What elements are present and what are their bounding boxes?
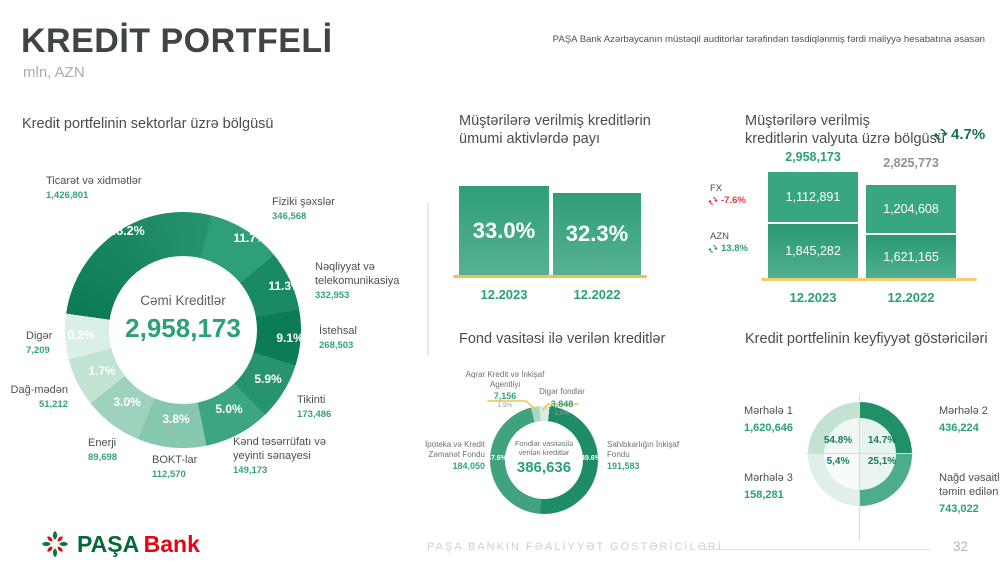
azn-label: AZN (710, 231, 729, 242)
sectors-center-value: 2,958,173 (125, 312, 241, 343)
funds-connector-lines (487, 400, 579, 411)
fx-change: -7.6% (721, 195, 746, 206)
currency-baseline (761, 278, 977, 281)
fx-label: FX (710, 183, 723, 194)
sector-label-fiziki: Fiziki şəxslər 346,568 (272, 196, 335, 222)
funds-donut-center: Fondlar vasitəsilə verilən kreditlər 386… (505, 421, 583, 499)
fx-change-row: -7.6% (708, 195, 746, 206)
page-subtitle: mln, AZN (23, 64, 85, 81)
quality-donut-chart (808, 402, 912, 506)
funds-ring-pct-ipoteka: 47.6% (487, 455, 507, 462)
currency-heading: Müştərilərə verilmiş kreditlərin valyuta… (745, 113, 945, 147)
currency-growth-badge: 4.7% (933, 126, 985, 143)
sector-label-ticaret: Ticarət və xidmətlər 1,426,801 (46, 175, 142, 201)
assets-baseline (453, 275, 647, 278)
sector-pct: 5.0% (215, 402, 243, 416)
funds-label-ipoteka: İpoteka və Kredit Zəmanət Fondu 184,050 (424, 440, 485, 471)
funds-label-sahibkarliq: Sahibkarlığın İnkişaf Fondu 191,583 (607, 440, 680, 471)
sector-label-neqliyyat: Nəqliyyat və telekomunikasiya 332,953 (315, 261, 400, 301)
azn-segment-2023: 1,845,282 (768, 224, 858, 278)
refresh-icon-red (708, 196, 718, 206)
currency-total-2022: 2,825,773 (883, 156, 939, 170)
sector-label-istehsal: İstehsal 268,503 (319, 325, 357, 351)
sector-label-bokt: BOKT-lar 112,570 (152, 454, 198, 480)
sector-pct: 3.0% (113, 395, 141, 409)
quality-heading: Kredit portfelinin keyfiyyət göstəricilə… (745, 331, 988, 347)
sector-pct: 48.2% (109, 224, 145, 238)
currency-bar-2022: 1,204,608 1,621,165 (866, 185, 956, 278)
sector-pct: 11.3% (268, 279, 302, 293)
sector-label-kend: Kənd təsərrüfatı və yeyinti sənayesi 149… (233, 436, 326, 476)
funds-donut-chart: Fondlar vasitəsilə verilən kreditlər 386… (490, 406, 598, 514)
quality-pct-m2: 14.7% (867, 435, 897, 446)
currency-bar-2023: 1,112,891 1,845,282 (768, 172, 858, 278)
quality-label-m1: Mərhələ 1 1,620,646 (744, 405, 793, 434)
quality-label-m2: Mərhələ 2 436,224 (939, 405, 988, 434)
pasha-bank-logo-icon (40, 529, 70, 559)
sector-pct: 11.7% (233, 231, 267, 245)
assets-heading: Müştərilərə verilmiş kreditlərin ümumi a… (459, 113, 651, 147)
page-number: 32 (953, 539, 969, 554)
assets-period-2023: 12.2023 (480, 287, 528, 302)
quality-pct-m1: 54.8% (823, 435, 853, 446)
sectors-heading: Kredit portfelinin sektorlar üzrə bölgüs… (22, 116, 274, 132)
quality-pct-m3: 5,4% (826, 456, 850, 467)
footer-rule (702, 549, 930, 550)
section-divider (427, 202, 429, 356)
quality-crosshair-horizontal (806, 453, 914, 454)
page-title: KREDİT PORTFELİ (21, 22, 333, 60)
sector-label-tikinti: Tikinti 173,486 (297, 394, 332, 420)
funds-label-diger: Digər fondlar 3,848 1.0% (539, 387, 585, 417)
sectors-center-label: Cəmi Kreditlər (140, 292, 226, 308)
currency-total-2023: 2,958,173 (785, 150, 841, 164)
funds-center-label: Fondlar vasitəsilə verilən kreditlər (514, 438, 574, 457)
assets-bar-2022: 32.3% (553, 193, 641, 275)
funds-heading: Fond vasitəsi ilə verilən kreditlər (459, 331, 666, 347)
quality-donut-center (824, 418, 896, 490)
azn-change: 13.8% (721, 243, 748, 254)
currency-period-2022: 12.2022 (887, 290, 935, 305)
funds-ring-pct-sahibkarliq: 49.6% (581, 455, 601, 462)
currency-period-2023: 12.2023 (789, 290, 837, 305)
sector-pct: 3.8% (162, 412, 190, 426)
sector-pct: 9.1% (276, 331, 304, 345)
sector-label-diger: Digər 7,209 (26, 330, 53, 356)
quality-label-nagd: Nağd vəsaitlə təmin edilən 743,022 (939, 472, 1000, 515)
quality-label-m3: Mərhələ 3 158,281 (744, 472, 793, 501)
quality-pct-nagd: 25,1% (867, 456, 897, 467)
fx-segment-2022: 1,204,608 (866, 185, 956, 233)
pasha-bank-logo-text: PAŞA Bank (77, 531, 200, 557)
sector-pct: 1.7% (88, 364, 116, 378)
refresh-icon-green (708, 244, 718, 254)
sector-label-enerji: Enerji 89,698 (88, 437, 118, 463)
audit-note: PAŞA Bank Azərbaycanın müstəqil auditorl… (552, 34, 985, 45)
quality-crosshair-vertical (859, 394, 860, 540)
sector-label-dag: Dağ-mədən 51,212 (10, 384, 68, 410)
funds-center-value: 386,636 (516, 458, 572, 476)
footer-title: PAŞA BANKIN FƏALİYYƏT GÖSTƏRİCİLƏRİ (427, 541, 723, 553)
assets-period-2022: 12.2022 (573, 287, 621, 302)
fx-segment-2023: 1,112,891 (768, 172, 858, 222)
sector-pct: 0.2% (67, 328, 95, 342)
azn-segment-2022: 1,621,165 (866, 235, 956, 278)
funds-label-aqrar: Aqrar Kredit və İnkişaf Agentliyi 7,156 … (465, 370, 545, 409)
sectors-donut-chart: Cəmi Kreditlər 2,958,173 (65, 212, 301, 448)
refresh-icon (933, 127, 948, 142)
currency-growth-value: 4.7% (951, 126, 986, 143)
sectors-donut-center: Cəmi Kreditlər 2,958,173 (109, 256, 257, 404)
sector-pct: 5.9% (254, 372, 282, 386)
assets-bar-2023: 33.0% (459, 186, 549, 275)
azn-change-row: 13.8% (708, 243, 748, 254)
